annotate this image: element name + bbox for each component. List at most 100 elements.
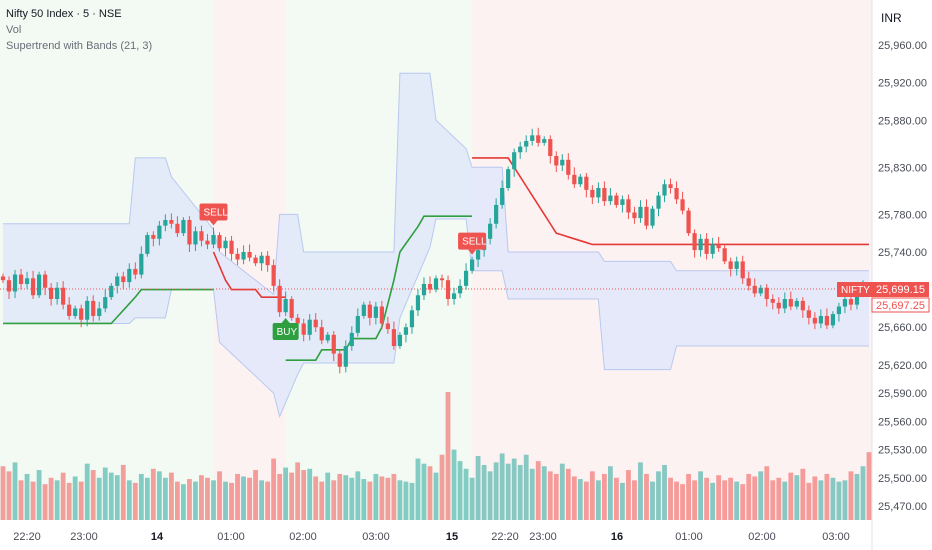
candle[interactable] (512, 148, 517, 177)
candle[interactable] (506, 166, 511, 191)
candle[interactable] (121, 271, 126, 289)
candle[interactable] (650, 205, 655, 229)
candle[interactable] (614, 192, 619, 208)
candle[interactable] (18, 268, 24, 290)
candle[interactable] (758, 284, 763, 297)
candle[interactable] (211, 227, 216, 249)
candle[interactable] (289, 296, 294, 321)
candle[interactable] (710, 237, 715, 259)
candle[interactable] (656, 191, 661, 217)
candle[interactable] (536, 127, 541, 147)
candle[interactable] (824, 308, 829, 330)
candle[interactable] (530, 128, 535, 146)
candle[interactable] (325, 331, 330, 344)
candle[interactable] (24, 271, 30, 289)
candle[interactable] (133, 262, 138, 280)
candle[interactable] (644, 199, 649, 230)
candle[interactable] (668, 178, 673, 194)
candle[interactable] (680, 191, 685, 215)
candle[interactable] (451, 287, 457, 305)
candle[interactable] (241, 245, 246, 265)
candle[interactable] (788, 291, 793, 311)
candle[interactable] (169, 213, 174, 229)
candle[interactable] (415, 289, 421, 316)
candle[interactable] (253, 254, 258, 267)
candle[interactable] (560, 154, 565, 172)
candle[interactable] (578, 173, 583, 188)
candle[interactable] (584, 172, 589, 198)
candle[interactable] (818, 309, 823, 329)
candle[interactable] (542, 136, 547, 146)
candle[interactable] (283, 291, 288, 316)
candle[interactable] (794, 298, 799, 310)
candle[interactable] (842, 294, 848, 314)
symbol-title[interactable]: Nifty 50 Index · 5 · NSE (6, 8, 122, 20)
candle[interactable] (638, 200, 643, 223)
candle[interactable] (596, 182, 601, 204)
candle[interactable] (109, 283, 114, 300)
candle[interactable] (145, 232, 150, 257)
candle[interactable] (782, 292, 787, 314)
candle[interactable] (385, 316, 390, 334)
candle[interactable] (193, 226, 198, 252)
candle[interactable] (800, 297, 805, 318)
candle[interactable] (223, 236, 228, 256)
candle[interactable] (500, 180, 505, 209)
candle[interactable] (115, 272, 120, 294)
candle[interactable] (722, 245, 727, 265)
candle[interactable] (548, 135, 553, 164)
candle[interactable] (686, 207, 691, 236)
sell-signal[interactable]: SELL (199, 203, 228, 226)
candle[interactable] (271, 259, 276, 292)
candle[interactable] (265, 251, 270, 272)
candle[interactable] (836, 302, 842, 322)
vol-legend[interactable]: Vol (6, 24, 22, 36)
candle[interactable] (349, 326, 354, 351)
candle[interactable] (662, 179, 667, 203)
candle[interactable] (97, 301, 102, 321)
indicator-legend[interactable]: Supertrend with Bands (21, 3) (6, 40, 153, 52)
candle[interactable] (85, 296, 90, 327)
buy-signal[interactable]: BUY (272, 317, 299, 340)
candle[interactable] (403, 323, 409, 343)
candle[interactable] (151, 231, 156, 247)
candle[interactable] (463, 263, 469, 290)
candle[interactable] (806, 305, 811, 325)
candle[interactable] (313, 313, 318, 332)
candle[interactable] (361, 301, 366, 319)
candle[interactable] (43, 270, 48, 296)
candle[interactable] (181, 217, 186, 236)
candle[interactable] (626, 194, 631, 220)
candle[interactable] (469, 256, 475, 274)
candle[interactable] (331, 331, 336, 362)
candle[interactable] (554, 151, 559, 173)
candle[interactable] (12, 269, 18, 299)
candle[interactable] (127, 263, 132, 288)
candle[interactable] (812, 312, 817, 330)
candle[interactable] (674, 181, 679, 204)
candle[interactable] (524, 135, 529, 153)
candle[interactable] (247, 244, 252, 262)
candle[interactable] (49, 283, 54, 306)
candle[interactable] (163, 214, 168, 232)
candle[interactable] (427, 276, 433, 294)
candle[interactable] (608, 188, 613, 205)
candle[interactable] (103, 289, 108, 313)
candle[interactable] (259, 251, 264, 271)
candle[interactable] (602, 181, 607, 206)
candle[interactable] (367, 300, 372, 326)
candle[interactable] (319, 319, 324, 345)
candle[interactable] (740, 255, 745, 284)
candle[interactable] (518, 141, 523, 159)
candle[interactable] (36, 271, 42, 299)
candle[interactable] (355, 308, 360, 337)
candle[interactable] (728, 257, 733, 277)
candle[interactable] (830, 311, 836, 329)
sell-signal[interactable]: SELL (458, 232, 487, 255)
candle[interactable] (776, 297, 781, 315)
candle[interactable] (67, 297, 72, 320)
candle[interactable] (199, 225, 204, 247)
candle[interactable] (337, 348, 342, 374)
candle[interactable] (445, 275, 451, 306)
